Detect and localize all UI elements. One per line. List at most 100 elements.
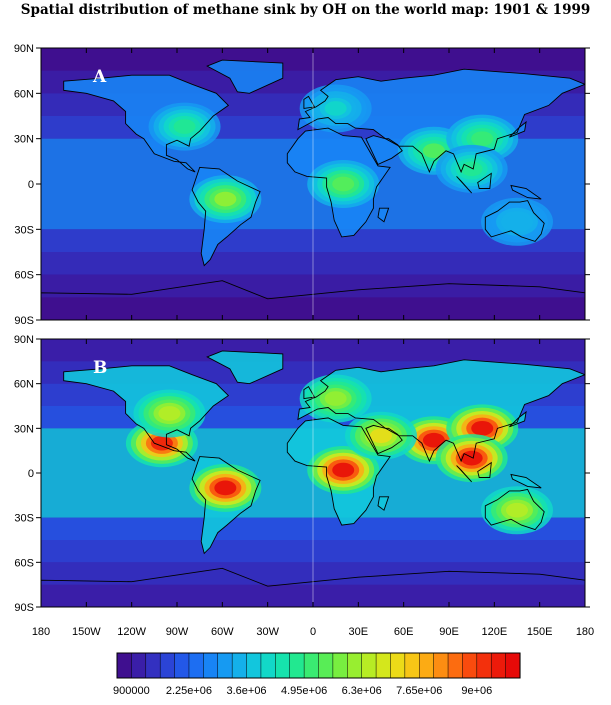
hotspot-africa	[332, 462, 355, 478]
hotspot-southeast-asia	[460, 450, 483, 466]
colorbar-label: 7.65e+06	[396, 685, 442, 697]
hotspot-east-asia	[471, 421, 494, 436]
coastline	[484, 488, 545, 531]
coastline	[286, 417, 391, 526]
hotspot-australia	[506, 502, 528, 518]
lon-tick-label: 60E	[394, 626, 414, 638]
coastline	[377, 207, 390, 223]
colorbar-swatch	[145, 652, 161, 679]
lat-tick-label: 90N	[14, 43, 34, 55]
colorbar-label: 2.25e+06	[166, 685, 212, 697]
coastline	[456, 176, 473, 194]
lat-tick-label: 30N	[14, 423, 34, 435]
colorbar-swatch	[476, 652, 492, 679]
coastline	[41, 280, 585, 320]
lon-tick-label: 30W	[256, 626, 279, 638]
land-fill	[297, 69, 585, 172]
colorbar-swatch	[361, 652, 377, 679]
hotspot-europe	[324, 101, 347, 116]
coastline	[510, 473, 542, 489]
coastline	[484, 200, 545, 242]
hotspot-north-america	[158, 406, 181, 421]
lat-tick-label: 60S	[14, 557, 34, 569]
lat-tick-label: 60S	[14, 270, 34, 282]
coastline	[63, 74, 230, 173]
lat-tick-label: 60N	[14, 379, 34, 391]
land-fill	[207, 60, 283, 94]
hotspot-east-asia	[471, 131, 494, 147]
hotspot-amazon-south-america	[214, 191, 237, 207]
lat-tick-label: 90S	[14, 315, 34, 327]
panel-a-map: A	[40, 47, 586, 321]
coastline	[477, 461, 492, 478]
coastline	[509, 410, 527, 428]
coastline	[303, 95, 316, 109]
land-fill	[297, 359, 585, 462]
lon-tick-label: 90W	[166, 626, 189, 638]
lon-tick-label: 180	[32, 626, 50, 638]
coastline	[303, 385, 316, 400]
axes: 90N 60N 30N 0 30S 60S 90S 90N 60N 30N 0 30S 60S 90S 18…	[14, 43, 594, 638]
coastline	[191, 166, 261, 267]
panel-label-a: A	[92, 67, 107, 87]
land-fill	[378, 208, 389, 222]
lon-tick-label: 150E	[527, 626, 553, 638]
colorbar-swatch	[217, 652, 233, 679]
coastline	[41, 567, 585, 607]
colorbar-swatch	[433, 652, 449, 679]
colorbar-swatch	[246, 652, 262, 679]
lon-tick-label: 120E	[481, 626, 507, 638]
hotspot-south-asia	[422, 143, 445, 159]
coastline	[297, 68, 585, 174]
lon-tick-label: 180	[576, 626, 594, 638]
coastline	[510, 184, 542, 200]
colorbar-swatch	[231, 652, 248, 679]
hotspot-eastern-north-america	[173, 119, 196, 134]
land-fill	[378, 496, 389, 511]
colorbar-swatch	[318, 652, 334, 679]
colorbar-swatch	[390, 652, 406, 679]
coastline	[63, 365, 230, 462]
lat-tick-label: 0	[28, 179, 34, 191]
colorbar-swatch	[462, 652, 478, 679]
colorbar-label: 4.95e+06	[281, 685, 327, 697]
lon-tick-label: 120W	[117, 626, 146, 638]
coastline	[456, 465, 473, 483]
colorbar-frame	[116, 652, 521, 679]
hotspot-middle-east	[370, 428, 392, 444]
panel-b-map: B	[40, 338, 586, 608]
lon-tick-label: 150W	[72, 626, 101, 638]
colorbar-label: 3.6e+06	[226, 685, 266, 697]
coastline	[477, 172, 492, 189]
map-field	[41, 48, 585, 320]
colorbar-swatch	[188, 652, 204, 679]
coastline	[286, 127, 391, 238]
coastline	[297, 359, 585, 463]
land-fill	[511, 185, 542, 200]
colorbar-swatch	[203, 652, 219, 679]
hotspot-europe	[324, 391, 347, 406]
colorbar-swatch	[447, 652, 463, 679]
coastline	[365, 424, 403, 455]
hotspot-amazon-south-america	[214, 480, 237, 496]
colorbar-swatch	[159, 652, 176, 679]
colorbar-label: 6.3e+06	[342, 685, 382, 697]
colorbar-swatch	[303, 652, 320, 679]
colorbar-swatch	[404, 652, 420, 679]
lat-tick-label: 0	[28, 468, 34, 480]
colorbar-swatch	[289, 652, 305, 679]
map-field	[41, 339, 585, 607]
colorbar: 900000 2.25e+06 3.6e+06 4.95e+06 6.3e+06 7.65…	[113, 652, 521, 697]
land-fill	[207, 350, 283, 384]
colorbar-swatch	[260, 652, 276, 679]
colorbar-swatch	[347, 652, 363, 679]
lon-tick-label: 30E	[349, 626, 369, 638]
colorbar-swatch	[174, 652, 190, 679]
coastline	[365, 135, 403, 165]
coastline	[191, 456, 261, 555]
lat-tick-label: 30N	[14, 134, 34, 146]
hotspot-australia	[506, 214, 528, 230]
colorbar-swatch	[505, 652, 521, 679]
lat-tick-label: 90S	[14, 602, 34, 614]
coastline	[206, 59, 284, 94]
